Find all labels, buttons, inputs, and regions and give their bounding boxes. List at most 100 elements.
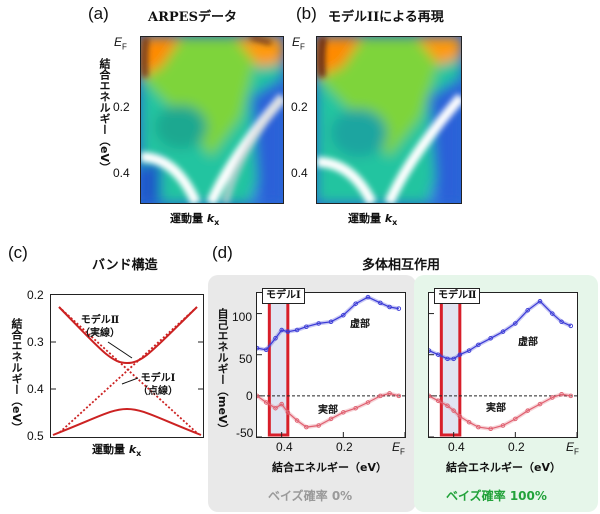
model2-label-box: モデルⅡ xyxy=(434,288,481,304)
panel-c-ylabel: 結合エネルギー（eV） xyxy=(10,318,23,433)
model2-imag-point-4 xyxy=(457,352,463,357)
model2-imag-point-1 xyxy=(435,352,441,357)
model2-real-point-7 xyxy=(488,426,493,432)
anno-model1-arrow xyxy=(121,377,139,385)
imag-label-model1: 虚部 xyxy=(350,319,370,330)
panel-d-title: 多体相互作用 xyxy=(362,258,441,273)
panel-d-ylabel: 自己エネルギー（meV） xyxy=(216,308,229,435)
bayes-prob-model2: ベイズ確率 100% xyxy=(446,489,547,503)
model1-imag-point-13 xyxy=(387,304,392,310)
model1-imag-point-11 xyxy=(365,294,371,300)
model2-imag-point-8 xyxy=(500,329,506,334)
panel-b-ytick-0: 0.2 xyxy=(291,100,308,114)
panel-d-left-xtick-1: 0.2 xyxy=(336,440,353,454)
model2-real-point-8 xyxy=(500,423,506,428)
model2-imag-point-11 xyxy=(537,298,543,304)
model1-imag-point-12 xyxy=(378,300,383,306)
panel-d-right-xtick-0: 0.4 xyxy=(448,440,465,454)
model2-band-lower xyxy=(52,407,202,436)
model1-real-line xyxy=(256,392,399,428)
model1-imag-point-10 xyxy=(353,301,358,306)
model2-imag-point-12 xyxy=(550,311,555,316)
model1-imag-point-6 xyxy=(304,324,309,329)
model1-band-dotted-b xyxy=(58,306,198,434)
panel-a-label: (a) xyxy=(88,4,109,23)
model2-imag-point-14 xyxy=(568,323,574,329)
panel-c-title: バンド構造 xyxy=(92,258,158,273)
panel-d-left-xtick-0: 0.4 xyxy=(276,440,293,454)
model1-imag-point-5 xyxy=(294,327,300,333)
panel-d-right-xlabel: 結合エネルギー（eV） xyxy=(446,461,561,474)
model1-highlight-region xyxy=(267,293,290,437)
model1-real-point-1 xyxy=(263,400,269,405)
model1-real-point-3 xyxy=(279,401,284,407)
panel-d-left-ef: EF xyxy=(392,440,405,457)
model-heatmap xyxy=(316,36,462,204)
model1-real-point-14 xyxy=(396,393,402,399)
model1-real-point-13 xyxy=(387,391,392,396)
model2-real-point-4 xyxy=(457,414,463,419)
model2-imag-point-10 xyxy=(525,308,530,313)
model2-imag-point-6 xyxy=(476,342,481,348)
model1-imag-point-4 xyxy=(285,329,291,334)
model2-real-point-10 xyxy=(525,408,530,413)
panel-c-ytick-1: 0.3 xyxy=(27,335,44,349)
model2-real-point-6 xyxy=(476,424,481,430)
anno-model2: モデルⅡ （実線） xyxy=(80,315,120,339)
model2-real-point-12 xyxy=(550,395,555,400)
selfenergy-plot-model2 xyxy=(426,292,578,438)
model2-imag-point-13 xyxy=(559,319,564,325)
panel-b-xlabel: 運動量 kx xyxy=(348,212,398,228)
real-label-model2: 実部 xyxy=(486,403,506,414)
model2-real-point-13 xyxy=(559,391,564,397)
panel-a-ylabel: 結合エネルギー（eV） xyxy=(98,58,111,173)
panel-d-label: (d) xyxy=(212,243,233,262)
panel-a-xlabel: 運動量 kx xyxy=(170,212,220,228)
model2-real-point-9 xyxy=(513,416,518,422)
model1-real-point-11 xyxy=(365,400,371,405)
model2-imag-point-2 xyxy=(445,356,450,362)
band-ticks xyxy=(51,341,203,390)
model1-imag-point-7 xyxy=(316,321,321,326)
panel-b-label: (b) xyxy=(296,4,317,23)
model1-real-point-10 xyxy=(353,405,358,411)
anno-model2-arrow xyxy=(107,341,133,359)
panel-a-ytick-1: 0.4 xyxy=(113,166,130,180)
arpes-heatmap xyxy=(140,36,284,204)
panel-a-ytick-0: 0.2 xyxy=(113,100,130,114)
model2-real-point-3 xyxy=(451,408,456,413)
panel-d-right-ef: EF xyxy=(566,440,579,457)
model2-imag-point-3 xyxy=(451,356,456,362)
selfenergy-plot-model1 xyxy=(254,292,406,438)
model2-imag-point-7 xyxy=(488,336,493,341)
panel-b-title: モデルIIによる再現 xyxy=(328,10,444,25)
panel-a-title: ARPESデータ xyxy=(148,10,237,25)
model2-real-line xyxy=(428,393,571,430)
panel-b-ef: EF xyxy=(292,35,305,52)
real-label-model1: 実部 xyxy=(318,405,338,416)
model2-imag-point-9 xyxy=(513,321,518,326)
model2-band-upper xyxy=(58,306,198,365)
model1-imag-point-1 xyxy=(263,347,269,353)
imag-label-model2: 虚部 xyxy=(518,337,538,348)
anno-model1: モデルⅠ （点線） xyxy=(138,373,178,397)
model1-real-point-7 xyxy=(316,423,321,428)
panel-c-ytick-2: 0.4 xyxy=(27,382,44,396)
panel-d-ytick-0: 100 xyxy=(232,310,253,324)
band-structure-plot xyxy=(50,294,204,438)
model1-real-point-4 xyxy=(285,410,291,415)
panel-c-label: (c) xyxy=(8,243,28,262)
panel-c-ytick-3: 0.5 xyxy=(27,429,44,443)
panel-d-ytick-2: 0 xyxy=(246,389,253,403)
model1-real-point-8 xyxy=(328,416,334,422)
model1-imag-point-3 xyxy=(279,327,284,333)
panel-b-ytick-1: 0.4 xyxy=(291,166,308,180)
model2-real-point-11 xyxy=(537,401,543,407)
panel-d-left-xlabel: 結合エネルギー（eV） xyxy=(272,461,387,474)
bayes-prob-model1: ベイズ確率 0% xyxy=(268,489,353,503)
panel-d-right-xtick-1: 0.2 xyxy=(508,440,525,454)
model1-imag-point-14 xyxy=(396,306,402,311)
panel-c-ytick-0: 0.2 xyxy=(27,288,44,302)
model2-imag-point-5 xyxy=(466,348,472,353)
model1-real-point-5 xyxy=(294,418,300,423)
